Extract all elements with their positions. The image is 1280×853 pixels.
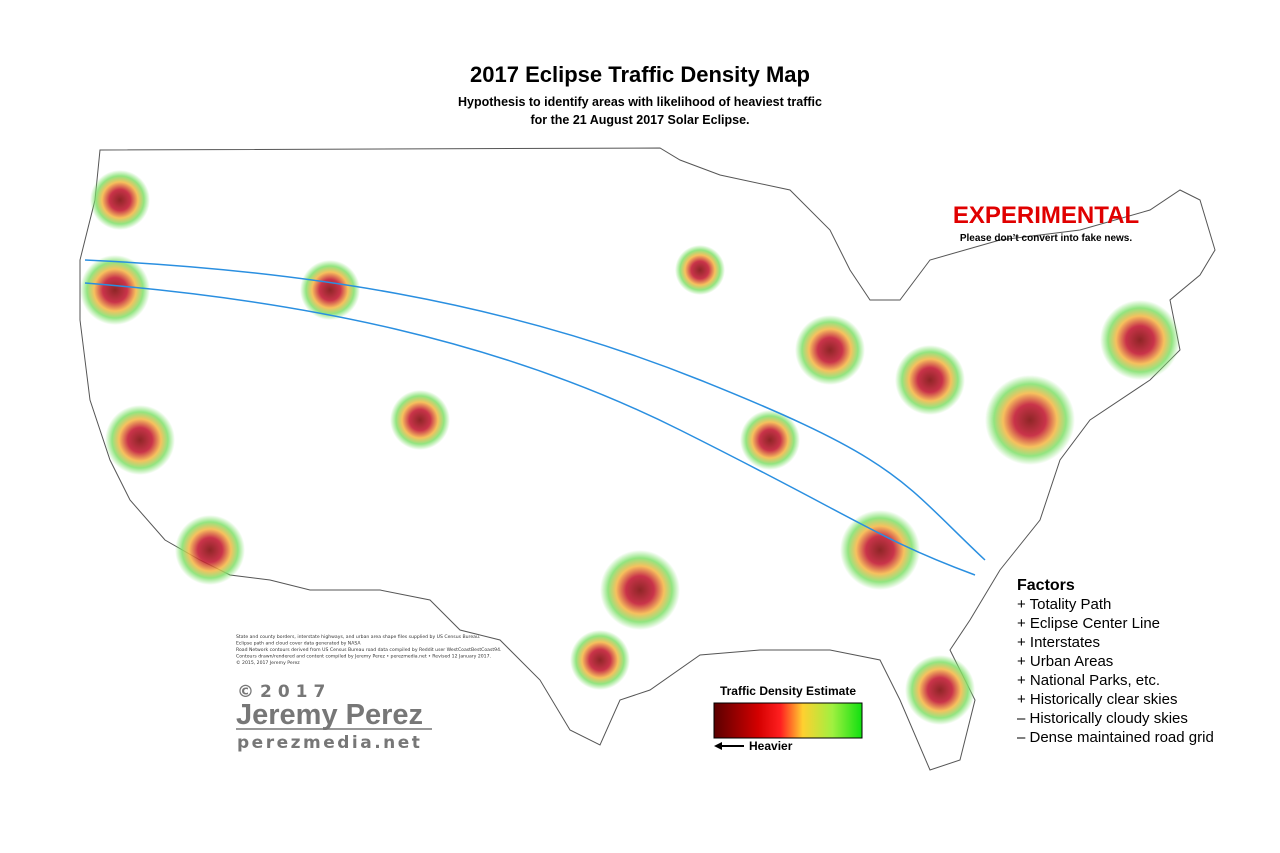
- traffic-area: [795, 315, 865, 385]
- traffic-area: [80, 255, 150, 325]
- traffic-areas: [80, 170, 1180, 725]
- factor-item: – Historically cloudy skies: [1017, 710, 1188, 727]
- credits: State and county borders, interstate hig…: [236, 634, 502, 666]
- traffic-area: [390, 390, 450, 450]
- factor-item: + Totality Path: [1017, 596, 1111, 613]
- credit-line: Contours drawn/rendered and content comp…: [236, 654, 491, 660]
- legend-arrowhead: [714, 742, 722, 750]
- factor-item: + Interstates: [1017, 634, 1100, 651]
- traffic-area: [90, 170, 150, 230]
- legend-scale: [713, 702, 863, 739]
- factor-item: + Urban Areas: [1017, 653, 1113, 670]
- credit-line: Eclipse path and cloud cover data genera…: [236, 641, 361, 647]
- traffic-area: [300, 260, 360, 320]
- factor-item: – Dense maintained road grid: [1017, 729, 1214, 746]
- credit-line: © 2015, 2017 Jeremy Perez: [236, 659, 300, 666]
- signature-name: Jeremy Perez: [236, 699, 423, 731]
- factor-item: + Historically clear skies: [1017, 691, 1177, 708]
- signature-site: perezmedia.net: [237, 733, 422, 753]
- factor-item: + National Parks, etc.: [1017, 672, 1160, 689]
- traffic-area: [905, 655, 975, 725]
- totality-path-edge: [84, 282, 976, 576]
- traffic-area: [985, 375, 1075, 465]
- factor-list: + Totality Path + Eclipse Center Line + In…: [1017, 596, 1214, 746]
- factor-item: + Eclipse Center Line: [1017, 615, 1160, 632]
- subtitle: for the 21 August 2017 Solar Eclipse.: [530, 113, 749, 127]
- traffic-area: [105, 405, 175, 475]
- credit-line: Road Network contours derived from US Ce…: [236, 647, 502, 653]
- legend-title: Traffic Density Estimate: [720, 684, 856, 698]
- map-title: 2017 Eclipse Traffic Density Map: [470, 62, 810, 87]
- totality-path-edge: [84, 259, 986, 561]
- traffic-area: [570, 630, 630, 690]
- traffic-area: [600, 550, 680, 630]
- factors-title: Factors: [1017, 577, 1075, 594]
- credit-line: State and county borders, interstate hig…: [236, 634, 480, 640]
- traffic-area: [175, 515, 245, 585]
- warning-note: Please don’t convert into fake news.: [960, 233, 1132, 244]
- subtitle: Hypothesis to identify areas with likeli…: [458, 95, 822, 109]
- signature-copyright: ©2017: [237, 682, 331, 702]
- legend-direction: Heavier: [749, 739, 793, 753]
- traffic-area: [840, 510, 920, 590]
- warning-title: EXPERIMENTAL: [953, 202, 1139, 229]
- traffic-area: [740, 410, 800, 470]
- traffic-area: [675, 245, 725, 295]
- traffic-area: [895, 345, 965, 415]
- traffic-area: [1100, 300, 1180, 380]
